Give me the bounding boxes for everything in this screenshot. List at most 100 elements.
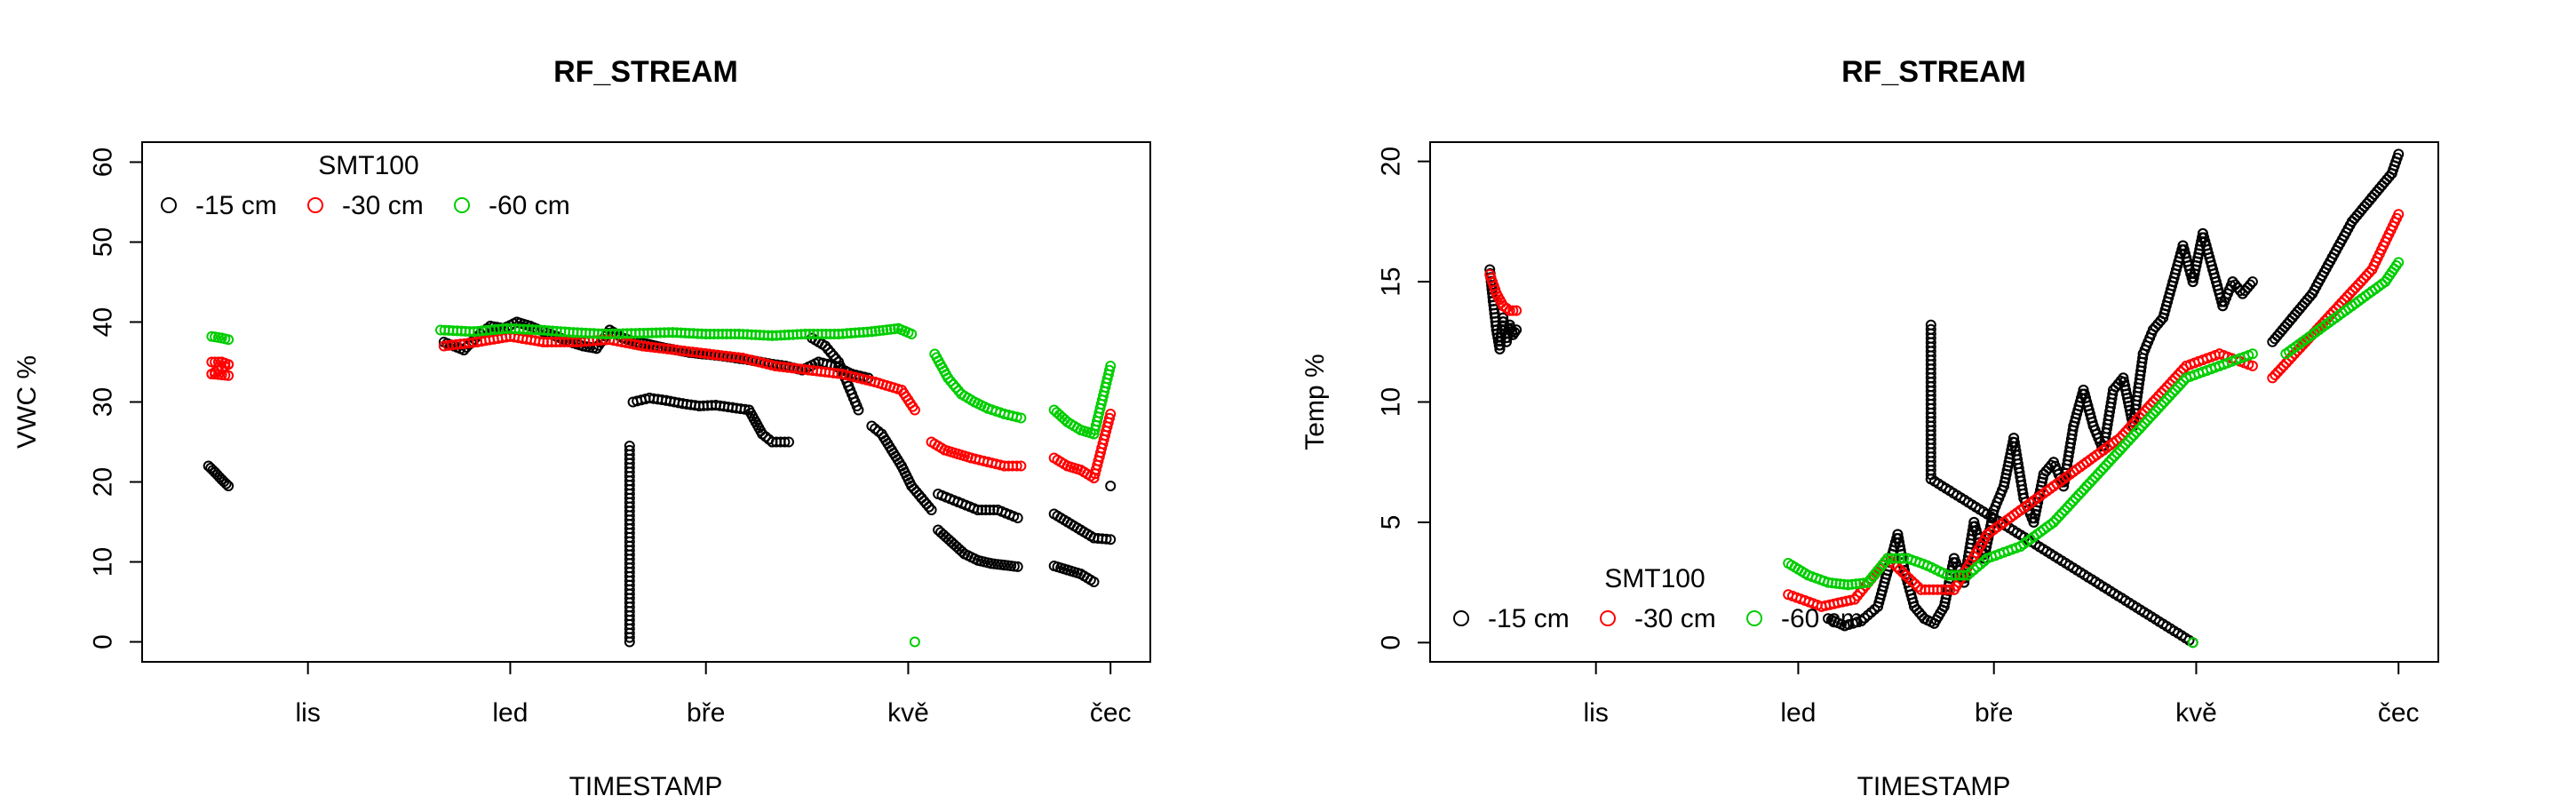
data-point [2054,511,2065,522]
data-point [624,636,635,648]
data-point [2169,385,2181,395]
data-point [2156,399,2167,410]
y-tick-label: 0 [89,634,118,649]
data-point [2270,370,2281,380]
legend-label: -60 cm [1781,604,1863,633]
data-point [1015,460,1027,472]
data-point [866,326,878,338]
data-point [1105,534,1117,545]
data-point [1015,412,1027,424]
data-point [1507,305,1519,316]
data-point [972,505,983,515]
data-point [2151,405,2161,417]
data-point [2153,402,2165,414]
data-point [1894,564,1905,576]
data-point [2355,276,2366,288]
legend-marker [454,197,470,213]
data-point [1865,607,1877,618]
data-point [923,501,934,513]
data-point [624,632,635,643]
data-point [2079,483,2090,495]
data-point [1856,616,1867,626]
chart-panel-1: RF_STREAM 0 10 20 30 40 50 60 lis led bře kvě čec TIM… [12,55,1151,801]
data-point [2267,372,2278,384]
data-point [2275,363,2286,375]
data-point [223,334,235,346]
data-point [2106,453,2118,465]
y-tick-label: 40 [89,307,118,337]
data-point [2056,507,2068,519]
legend-marker [1453,610,1469,626]
legend: SMT100 -15 cm -30 cm -60 cm [1453,564,1863,633]
data-point [2051,513,2062,525]
x-tick-label: bře [1975,698,2013,728]
data-point [2084,477,2095,489]
data-point [945,376,957,387]
x-tick-label: čec [2378,698,2420,728]
data-point [878,324,889,336]
data-point [828,350,839,362]
data-point [2064,498,2076,510]
data-point [853,404,864,416]
data-point [2111,448,2123,459]
data-point [783,436,794,448]
data-point [2172,381,2183,393]
data-point [2361,270,2373,282]
data-point [2139,418,2151,429]
x-tick-label: lis [296,698,321,728]
data-point [1504,305,1515,316]
data-point [2092,468,2103,480]
data-point [2246,276,2258,288]
data-point [2101,459,2111,471]
data-point [2089,472,2101,483]
x-tick-label: kvě [2175,698,2217,728]
data-point [1012,513,1023,523]
y-tick-label: 50 [89,227,118,257]
data-point [2347,285,2358,297]
data-point [1511,324,1523,336]
data-point [2161,394,2173,405]
data-point [206,356,218,368]
data-point [1850,578,1862,590]
data-point [870,325,881,337]
data-point [2131,426,2143,438]
legend-label: -30 cm [342,191,424,220]
data-point [2109,450,2120,462]
data-point [1511,305,1523,316]
data-point [1012,561,1023,572]
data-point [942,372,954,384]
data-point [1105,361,1117,371]
y-tick-label: 10 [1377,387,1406,417]
legend-title: SMT100 [1604,564,1705,593]
data-point [950,382,962,394]
data-point [2164,390,2175,402]
data-point [1909,578,1920,590]
data-point [2144,411,2156,423]
data-point [2117,442,2128,453]
y-tick-label: 10 [89,547,118,577]
data-point [2352,279,2364,291]
y-axis-label: VWC % [12,355,42,449]
data-point [2272,366,2284,378]
y-tick-label: 15 [1377,267,1406,296]
data-point [2358,273,2369,284]
data-point [948,378,959,390]
data-point [1509,327,1521,338]
data-point [1894,553,1905,564]
data-point [2278,360,2289,371]
data-point [2070,492,2081,504]
y-axis-label: Temp % [1300,354,1330,450]
data-point [926,505,937,515]
data-point [1494,343,1506,354]
data-point [2341,291,2353,302]
data-point [1859,612,1871,624]
data-point [1904,572,1914,584]
data-point [2134,424,2145,434]
x-tick-label: lis [1584,698,1609,728]
data-point [1906,576,1918,587]
data-point [2136,420,2148,432]
series-30cmcm [1484,209,2405,612]
y-tick-label: 60 [89,147,118,177]
data-point [2286,351,2298,362]
